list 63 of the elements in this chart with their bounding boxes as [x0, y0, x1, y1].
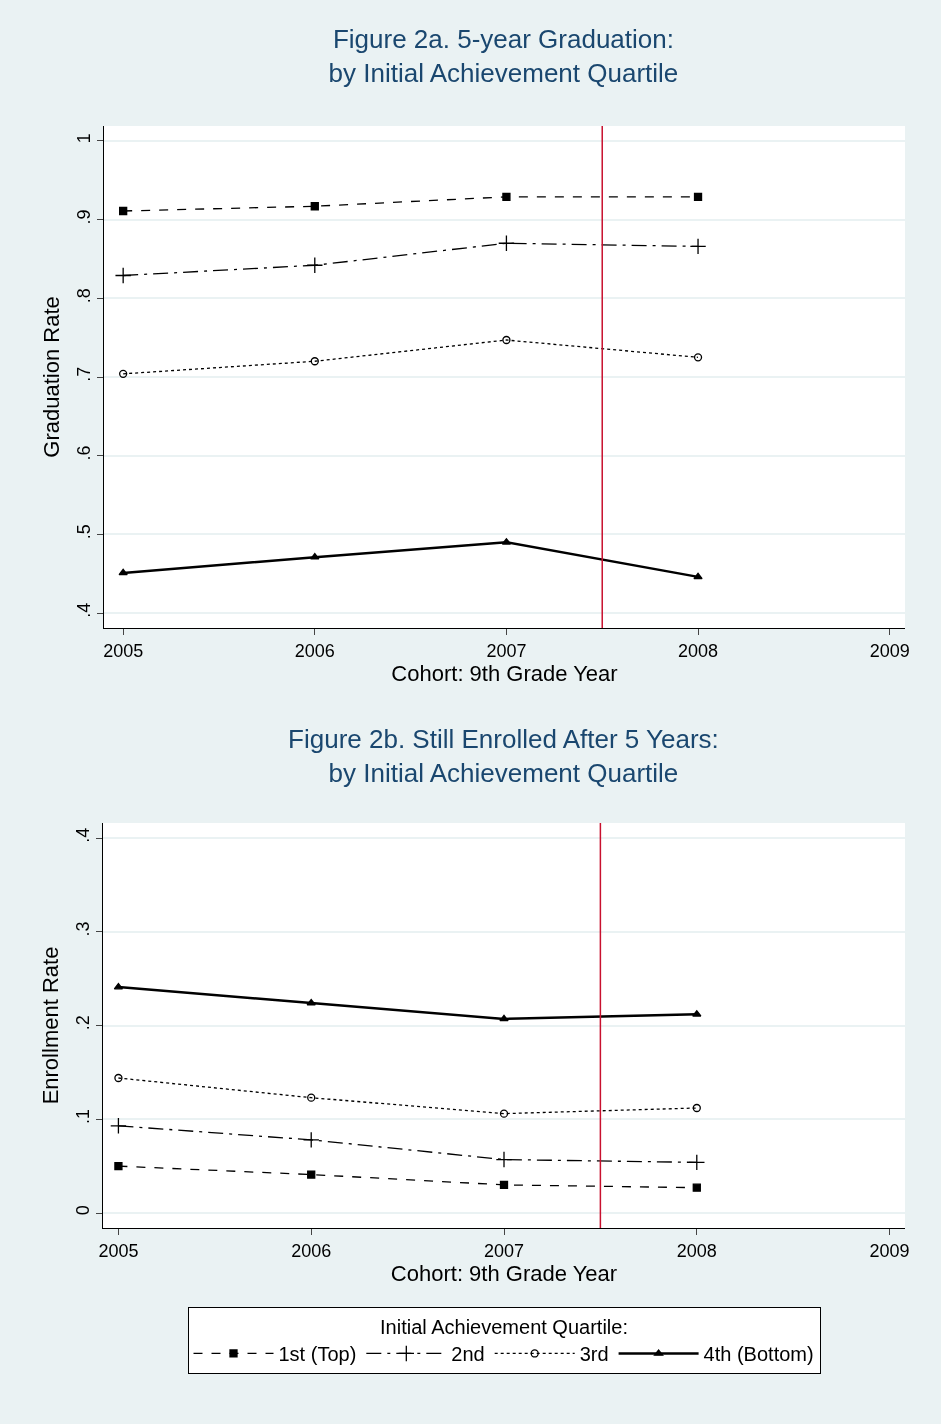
x-tick-label: 2005	[103, 640, 144, 661]
point	[693, 353, 703, 362]
x-tick-label: 2006	[294, 640, 335, 661]
x-tick-label: 2005	[98, 1240, 139, 1261]
point	[306, 998, 316, 1006]
y-tick-label: .4	[72, 827, 93, 843]
x-tick-label: 2007	[483, 1240, 525, 1261]
y-axis-title: Graduation Rate	[38, 296, 64, 458]
point	[119, 206, 128, 216]
point	[693, 192, 703, 201]
y-tick-label: .4	[73, 602, 94, 618]
point	[495, 1151, 513, 1168]
y-tick-label: .1	[72, 1109, 93, 1125]
x-axis-title: Cohort: 9th Grade Year	[390, 1261, 618, 1287]
x-tick-label: 2007	[486, 640, 527, 661]
point	[692, 1183, 701, 1192]
point	[110, 1117, 127, 1135]
point	[307, 1170, 316, 1179]
y-tick-label: .8	[73, 288, 94, 304]
point	[118, 568, 128, 576]
y-tick-label: .7	[73, 366, 94, 382]
point	[499, 1109, 509, 1118]
point	[310, 202, 319, 211]
point	[502, 335, 511, 345]
point	[114, 1161, 123, 1171]
point	[310, 553, 320, 560]
y-tick-label: 1	[73, 133, 94, 144]
y-tick-label: .2	[72, 1015, 93, 1031]
point	[119, 369, 128, 378]
point	[499, 1180, 509, 1190]
point	[693, 572, 703, 580]
y-tick-label: 0	[72, 1205, 93, 1216]
chart-title: Figure 2a. 5-year Graduation: by Initial Achievement Quartile	[328, 24, 679, 88]
y-tick-label: .3	[72, 921, 93, 937]
point	[114, 267, 132, 284]
legend-title: Initial Achievement Quartile:	[380, 1315, 628, 1338]
point	[499, 1014, 509, 1022]
x-tick-label: 2009	[869, 1240, 910, 1261]
point	[688, 1154, 706, 1171]
chart-title: Figure 2b. Still Enrolled After 5 Years: by Initial Achievement Quartile	[288, 724, 719, 788]
legend-label: 3rd	[579, 1343, 609, 1366]
x-tick-label: 2008	[676, 1240, 717, 1261]
legend-label: 1st (Top)	[278, 1343, 357, 1366]
y-tick-label: .6	[73, 445, 94, 461]
point	[114, 1073, 123, 1083]
point	[302, 1131, 320, 1149]
legend-label: 4th (Bottom)	[703, 1343, 814, 1366]
y-tick-label: .5	[73, 524, 94, 540]
point	[692, 1010, 702, 1017]
y-tick-label: .9	[73, 209, 94, 225]
point	[502, 192, 511, 201]
point	[692, 1103, 701, 1113]
point	[306, 256, 324, 274]
point	[498, 234, 515, 252]
point	[307, 1093, 316, 1102]
x-axis-title: Cohort: 9th Grade Year	[391, 661, 618, 687]
point	[689, 238, 707, 255]
point	[310, 357, 319, 366]
y-axis-title: Enrollment Rate	[37, 946, 63, 1105]
legend-label: 2nd	[451, 1343, 485, 1366]
x-tick-label: 2006	[291, 1240, 332, 1261]
x-tick-label: 2009	[869, 640, 910, 661]
x-tick-label: 2008	[678, 640, 719, 661]
